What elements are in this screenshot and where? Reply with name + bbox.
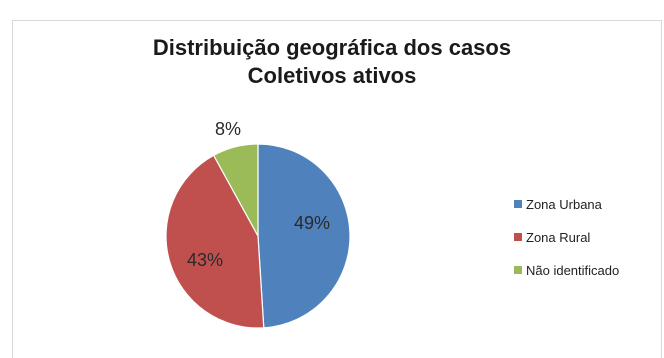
chart-legend: Zona Urbana Zona Rural Não identificado (514, 196, 619, 295)
chart-title: Distribuição geográfica dos casos Coleti… (0, 34, 664, 90)
data-label-zona-rural: 43% (187, 250, 223, 270)
legend-label-zona-urbana: Zona Urbana (526, 196, 602, 212)
legend-swatch-nao-identificado (514, 266, 522, 274)
data-label-nao-identificado: 8% (215, 119, 241, 139)
legend-item-zona-urbana: Zona Urbana (514, 196, 619, 212)
chart-title-line-1: Distribuição geográfica dos casos (152, 35, 512, 60)
legend-swatch-zona-urbana (514, 200, 522, 208)
legend-item-nao-identificado: Não identificado (514, 262, 619, 278)
legend-swatch-zona-rural (514, 233, 522, 241)
legend-item-zona-rural: Zona Rural (514, 229, 619, 245)
pie-slice-zona-urbana (257, 143, 351, 329)
legend-label-zona-rural: Zona Rural (526, 229, 591, 245)
pie-slice-zona-rural (165, 154, 265, 329)
legend-label-nao-identificado: Não identificado (526, 262, 620, 278)
data-label-zona-urbana: 49% (294, 213, 330, 233)
pie-slice-nao-identificado (212, 143, 259, 237)
chart-title-line-2: Coletivos ativos (247, 63, 417, 88)
